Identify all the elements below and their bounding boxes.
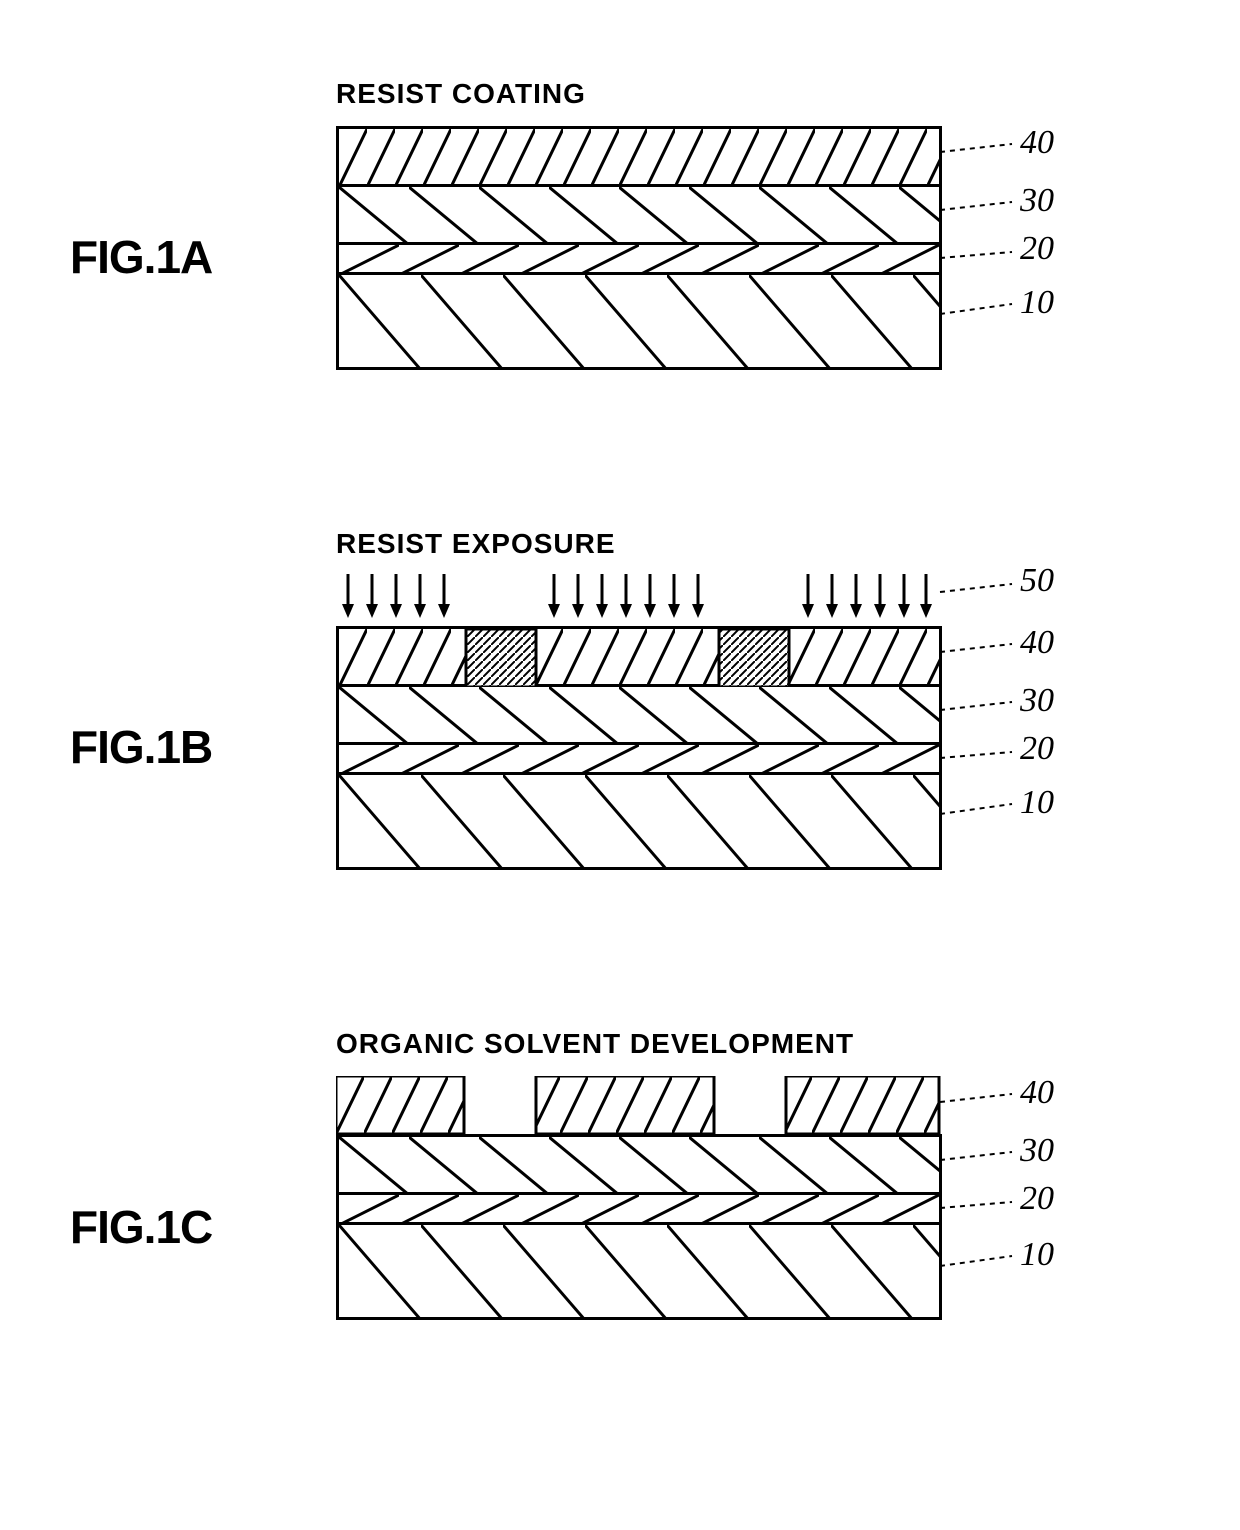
arrows-icon — [336, 574, 936, 622]
layer-20 — [339, 1195, 939, 1225]
figure-title-a: RESIST COATING — [336, 78, 586, 110]
layer-label-30: 30 — [1020, 682, 1054, 720]
layer-20 — [339, 245, 939, 275]
hatch-icon — [339, 187, 939, 245]
leader-line-icon — [936, 1198, 1016, 1218]
hatch-icon — [339, 775, 939, 870]
page: FIG.1A RESIST COATING — [0, 0, 1240, 1530]
leader-line-icon — [936, 1252, 1016, 1272]
hatch-icon — [339, 1195, 939, 1225]
hatch-icon — [339, 1225, 939, 1320]
stack-c — [336, 1134, 942, 1320]
layer-label-10: 10 — [1020, 1236, 1054, 1274]
layer-label-50: 50 — [1020, 562, 1054, 600]
hatch-icon — [336, 1076, 942, 1134]
stack-b — [336, 626, 942, 870]
layer-10 — [339, 1225, 939, 1320]
leader-line-icon — [936, 698, 1016, 718]
figure-label-a: FIG.1A — [70, 230, 212, 284]
hatch-icon — [339, 245, 939, 275]
leader-line-icon — [936, 580, 1016, 600]
figure-title-b: RESIST EXPOSURE — [336, 528, 616, 560]
layer-label-20: 20 — [1020, 230, 1054, 268]
layer-label-10: 10 — [1020, 784, 1054, 822]
layer-label-40: 40 — [1020, 1074, 1054, 1112]
layer-20 — [339, 745, 939, 775]
leader-line-icon — [936, 748, 1016, 768]
layer-30 — [339, 187, 939, 245]
hatch-icon — [339, 275, 939, 370]
layer-40-segments — [336, 1076, 942, 1134]
leader-line-icon — [936, 300, 1016, 320]
layer-label-20: 20 — [1020, 730, 1054, 768]
leader-line-icon — [936, 1148, 1016, 1168]
layer-40 — [339, 129, 939, 187]
layer-label-30: 30 — [1020, 182, 1054, 220]
figure-label-c: FIG.1C — [70, 1200, 212, 1254]
layer-label-30: 30 — [1020, 1132, 1054, 1170]
layer-10 — [339, 275, 939, 370]
figure-label-b: FIG.1B — [70, 720, 212, 774]
layer-label-20: 20 — [1020, 1180, 1054, 1218]
hatch-icon — [339, 687, 939, 745]
leader-line-icon — [936, 140, 1016, 160]
hatch-icon — [339, 129, 939, 187]
layer-label-10: 10 — [1020, 284, 1054, 322]
figure-title-c: ORGANIC SOLVENT DEVELOPMENT — [336, 1028, 854, 1060]
layer-40 — [339, 629, 939, 687]
layer-label-40: 40 — [1020, 624, 1054, 662]
layer-label-40: 40 — [1020, 124, 1054, 162]
hatch-icon — [339, 1137, 939, 1195]
layer-30 — [339, 1137, 939, 1195]
exposure-arrows — [336, 574, 936, 622]
hatch-icon — [339, 629, 939, 687]
layer-10 — [339, 775, 939, 870]
hatch-icon — [339, 745, 939, 775]
leader-line-icon — [936, 800, 1016, 820]
leader-line-icon — [936, 198, 1016, 218]
stack-a — [336, 126, 942, 370]
leader-line-icon — [936, 248, 1016, 268]
leader-line-icon — [936, 1090, 1016, 1110]
layer-30 — [339, 687, 939, 745]
leader-line-icon — [936, 640, 1016, 660]
